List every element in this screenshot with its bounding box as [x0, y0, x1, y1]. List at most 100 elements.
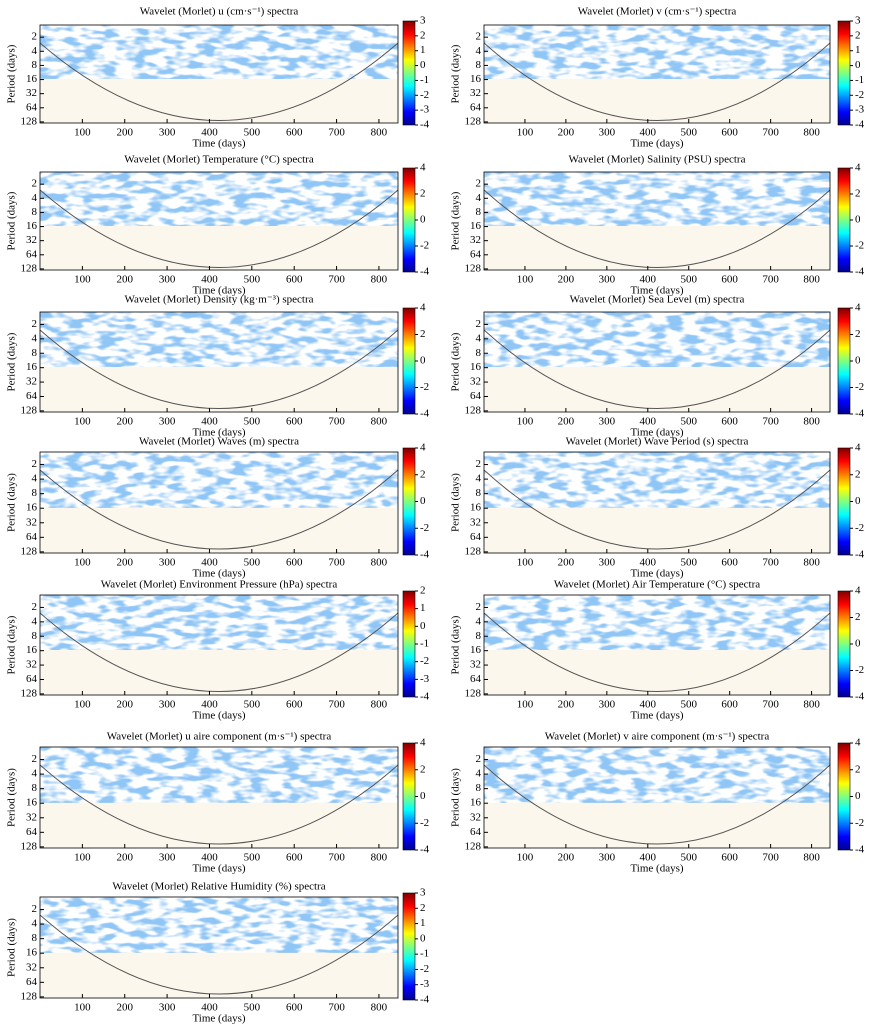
y-tick-label: 32	[26, 811, 37, 823]
y-tick-label: 32	[470, 811, 481, 823]
x-tick-label: 100	[517, 274, 534, 286]
x-tick-label: 700	[328, 1002, 345, 1014]
y-axis-label: Period (days)	[450, 332, 462, 391]
y-tick-label: 2	[476, 31, 482, 43]
colorbar	[837, 590, 851, 698]
y-tick-label: 64	[26, 101, 38, 113]
y-tick-label: 4	[476, 332, 482, 344]
x-tick-label: 500	[680, 274, 697, 286]
y-tick-label: 4	[476, 192, 482, 204]
x-tick-label: 300	[159, 852, 176, 864]
colorbar-tick-label: 4	[420, 737, 426, 749]
x-axis-label: Time (days)	[192, 427, 245, 439]
x-tick-label: 600	[721, 699, 738, 711]
panel-title: Wavelet (Morlet) Sea Level (m) spectra	[570, 294, 745, 306]
y-tick-label: 32	[26, 234, 37, 246]
y-tick-label: 64	[470, 101, 482, 113]
x-tick-label: 300	[159, 274, 176, 286]
colorbar-tick-label: -1	[420, 74, 429, 86]
colorbar-tick-label: 2	[420, 763, 426, 775]
colorbar	[402, 892, 416, 1001]
y-tick-label: 128	[465, 115, 482, 127]
colorbar-tick-label: -2	[420, 381, 429, 393]
x-axis-label: Time (days)	[192, 710, 245, 722]
y-tick-label: 4	[32, 918, 38, 930]
x-tick-label: 800	[371, 127, 388, 139]
colorbar-tick-label: -4	[855, 119, 865, 131]
spectrum-texture	[484, 25, 830, 79]
panel: Wavelet (Morlet) Environment Pressure (h…	[6, 579, 430, 722]
x-tick-label: 200	[558, 127, 575, 139]
x-tick-label: 100	[517, 699, 534, 711]
plot-frame	[39, 311, 399, 413]
y-axis-label: Period (days)	[6, 191, 18, 250]
colorbar	[837, 167, 851, 273]
y-tick-label: 8	[32, 932, 38, 944]
y-tick-label: 64	[26, 826, 38, 838]
y-tick-label: 64	[470, 826, 482, 838]
x-tick-label: 200	[558, 699, 575, 711]
colorbar-tick-label: -2	[855, 89, 864, 101]
x-tick-label: 200	[558, 852, 575, 864]
y-tick-label: 128	[465, 687, 482, 699]
x-tick-label: 800	[371, 274, 388, 286]
cone-of-influence	[484, 764, 830, 845]
spectrum-texture	[484, 312, 830, 367]
y-tick-label: 128	[21, 262, 38, 274]
panel: Wavelet (Morlet) Salinity (PSU) spectra 1…	[450, 154, 865, 297]
x-tick-label: 100	[517, 557, 534, 569]
colorbar-tick-label: 2	[855, 29, 861, 41]
spectrum-texture	[484, 747, 830, 803]
x-tick-label: 300	[159, 699, 176, 711]
colorbar-tick-label: 0	[855, 355, 861, 367]
spectrum-texture	[484, 802, 830, 848]
x-tick-label: 400	[201, 852, 218, 864]
x-axis-label: Time (days)	[630, 568, 683, 580]
y-axis-label: Period (days)	[6, 473, 18, 532]
x-tick-label: 400	[640, 699, 657, 711]
colorbar-tick-label: 3	[420, 15, 426, 27]
y-tick-label: 2	[32, 601, 38, 613]
x-tick-label: 700	[328, 699, 345, 711]
colorbar-tick-label: 3	[420, 887, 426, 899]
plot-frame	[39, 451, 399, 554]
colorbar	[402, 20, 416, 126]
y-tick-label: 2	[32, 458, 38, 470]
y-tick-label: 4	[32, 615, 38, 627]
colorbar-tick-label: 3	[855, 15, 861, 27]
x-tick-label: 800	[803, 852, 820, 864]
y-tick-label: 2	[32, 753, 38, 765]
x-tick-label: 300	[159, 1002, 176, 1014]
x-tick-label: 100	[517, 416, 534, 428]
x-tick-label: 700	[328, 416, 345, 428]
cone-of-influence	[40, 612, 398, 692]
y-tick-label: 2	[32, 31, 38, 43]
y-tick-label: 4	[476, 768, 482, 780]
x-tick-label: 300	[599, 852, 616, 864]
y-tick-label: 128	[21, 404, 38, 416]
colorbar	[837, 447, 851, 556]
y-tick-label: 16	[470, 361, 482, 373]
plot-frame	[483, 311, 831, 413]
colorbar-tick-label: -1	[420, 638, 429, 650]
y-tick-label: 32	[26, 376, 37, 388]
x-tick-label: 100	[74, 557, 91, 569]
colorbar-tick-label: 0	[420, 932, 426, 944]
cone-of-influence	[40, 469, 398, 550]
x-axis-label: Time (days)	[192, 1013, 245, 1025]
cone-of-influence	[40, 189, 398, 268]
colorbar-tick-label: -3	[420, 104, 430, 116]
colorbar-tick-label: -2	[420, 89, 429, 101]
panel-title: Wavelet (Morlet) Waves (m) spectra	[139, 436, 299, 448]
x-tick-label: 800	[803, 127, 820, 139]
y-tick-label: 2	[476, 753, 482, 765]
x-axis-label: Time (days)	[192, 138, 245, 150]
y-tick-label: 8	[32, 59, 38, 71]
y-tick-label: 4	[476, 473, 482, 485]
x-tick-label: 600	[721, 557, 738, 569]
x-tick-label: 500	[244, 852, 261, 864]
x-tick-label: 500	[244, 1002, 261, 1014]
x-axis-label: Time (days)	[630, 427, 683, 439]
panel-title: Wavelet (Morlet) Salinity (PSU) spectra	[569, 154, 746, 166]
x-tick-label: 200	[558, 274, 575, 286]
